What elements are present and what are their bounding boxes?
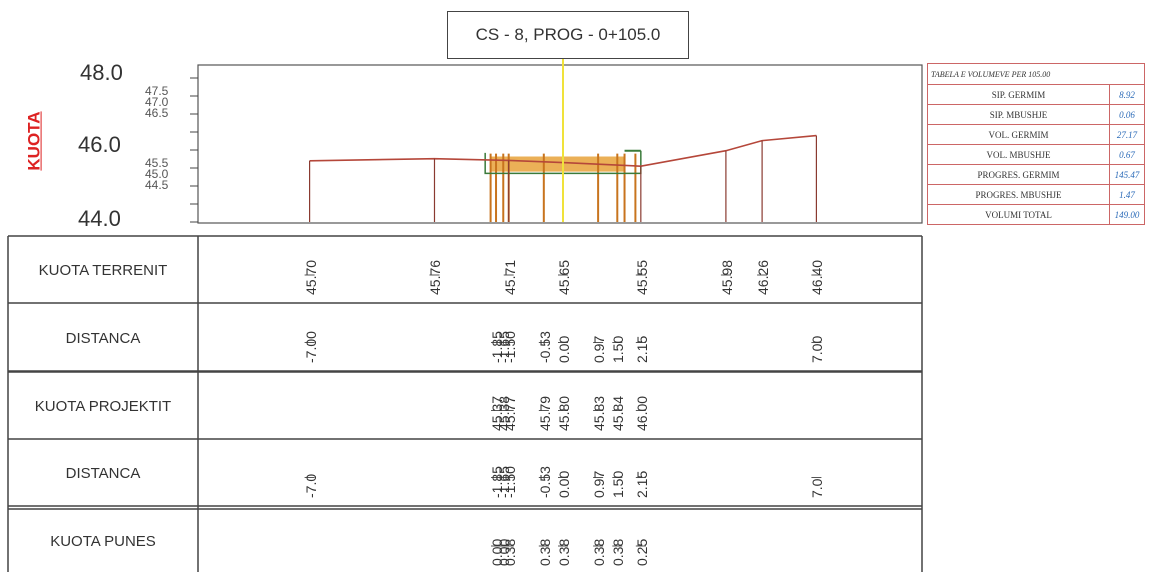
summary-value: 145.47 bbox=[1109, 164, 1145, 185]
summary-name: VOL. MBUSHJE bbox=[927, 144, 1110, 165]
elevation-tick-44-5: 44.5 bbox=[145, 178, 169, 192]
station-value-text: 0.00 bbox=[556, 470, 572, 498]
kuota-text: KUOTA bbox=[25, 111, 44, 171]
station-value-text: 0.38 bbox=[501, 538, 518, 566]
elevation-tick-46: 46.0 bbox=[78, 132, 121, 157]
station-value-text: 45.83 bbox=[591, 395, 608, 431]
summary-name: PROGRES. MBUSHJE bbox=[927, 184, 1110, 205]
section-title: CS - 8, PROG - 0+105.0 bbox=[447, 11, 689, 59]
row-label-kuota-projektit: KUOTA PROJEKTIT bbox=[34, 397, 172, 415]
summary-row: PROGRES. MBUSHJE 1.47 bbox=[927, 184, 1145, 205]
station-value-text: 46.26 bbox=[755, 259, 772, 295]
elevation-tick-48: 48.0 bbox=[80, 60, 123, 85]
elevation-tick-45-0: 45.0 bbox=[145, 167, 169, 181]
row-label-distanca: DISTANCA bbox=[65, 329, 141, 347]
table-frame bbox=[7, 64, 923, 572]
elevation-tick-45-5: 45.5 bbox=[145, 156, 169, 170]
station-value-text: 0.97 bbox=[591, 470, 608, 498]
station-value-text: 45.77 bbox=[501, 395, 518, 431]
summary-row: VOL. MBUSHJE 0.67 bbox=[927, 144, 1145, 165]
summary-name: SIP. GERMIM bbox=[927, 84, 1110, 105]
station-value-text: 1.50 bbox=[610, 470, 627, 498]
summary-header: TABELA E VOLUMEVE PER 105.00 bbox=[927, 63, 1145, 85]
station-ticks bbox=[304, 274, 822, 547]
station-value-text: 45.71 bbox=[501, 259, 518, 295]
row-label-distanca-2: DISTANCA bbox=[65, 464, 141, 482]
summary-value: 0.06 bbox=[1109, 104, 1145, 125]
station-value-text: 0.38 bbox=[536, 538, 553, 566]
row-label-kuota-terrenit: KUOTA TERRENIT bbox=[38, 261, 168, 279]
station-value-text: 45.55 bbox=[633, 259, 650, 295]
row-label-kuota-punes: KUOTA PUNES bbox=[50, 532, 156, 550]
plot-border bbox=[197, 64, 923, 224]
elevation-tick-46-5: 46.5 bbox=[145, 106, 169, 120]
volume-summary-table: TABELA E VOLUMEVE PER 105.00 SIP. GERMIM… bbox=[927, 63, 1145, 225]
station-value-text: 2.15 bbox=[633, 335, 650, 363]
station-value-text: 0.38 bbox=[591, 538, 608, 566]
station-value-text: -1.50 bbox=[501, 331, 518, 363]
summary-name: SIP. MBUSHJE bbox=[927, 104, 1110, 125]
station-value-text: -0.53 bbox=[536, 331, 553, 363]
station-value-text: 7.00 bbox=[809, 335, 826, 363]
station-value-text: 0.38 bbox=[556, 538, 572, 566]
elevation-tick-47-0: 47.0 bbox=[145, 95, 169, 109]
station-value-text: 0.97 bbox=[591, 335, 608, 363]
summary-name: VOLUMI TOTAL bbox=[927, 204, 1110, 225]
station-value-text: -1.50 bbox=[501, 466, 518, 498]
station-value-text: -0.53 bbox=[536, 466, 553, 498]
station-value-text: 45.80 bbox=[556, 395, 572, 431]
station-value-text: 46.40 bbox=[809, 259, 826, 295]
summary-row: VOLUMI TOTAL 149.00 bbox=[927, 204, 1145, 225]
profile-plot bbox=[309, 57, 818, 222]
station-value-text: 0.25 bbox=[633, 538, 650, 566]
station-value-text: -7.00 bbox=[302, 331, 319, 363]
station-value-text: 45.70 bbox=[302, 259, 319, 295]
summary-value: 27.17 bbox=[1109, 124, 1145, 145]
station-value-text: 45.79 bbox=[536, 395, 553, 431]
elevation-tick-47-5: 47.5 bbox=[145, 84, 169, 98]
station-value-text: 0.00 bbox=[556, 335, 572, 363]
station-value-text: 1.50 bbox=[610, 335, 627, 363]
summary-row: PROGRES. GERMIM 145.47 bbox=[927, 164, 1145, 185]
summary-value: 0.67 bbox=[1109, 144, 1145, 165]
summary-name: VOL. GERMIM bbox=[927, 124, 1110, 145]
ground-line bbox=[309, 134, 817, 168]
station-value-text: 7.0 bbox=[809, 478, 826, 498]
station-value-text: 46.00 bbox=[633, 395, 650, 431]
station-value-text: 2.15 bbox=[633, 470, 650, 498]
station-value-text: -7.0 bbox=[302, 473, 319, 498]
summary-row: SIP. MBUSHJE 0.06 bbox=[927, 104, 1145, 125]
elevation-tick-44: 44.0 bbox=[78, 206, 121, 231]
station-value-text: 45.76 bbox=[427, 259, 444, 295]
summary-value: 8.92 bbox=[1109, 84, 1145, 105]
elevation-axis-label: KUOTA bbox=[20, 100, 50, 182]
summary-name: PROGRES. GERMIM bbox=[927, 164, 1110, 185]
summary-row: SIP. GERMIM 8.92 bbox=[927, 84, 1145, 105]
station-value-text: 45.98 bbox=[718, 259, 735, 295]
station-value-text: 0.38 bbox=[610, 538, 627, 566]
station-value-text: 45.84 bbox=[610, 395, 627, 431]
summary-value: 149.00 bbox=[1109, 204, 1145, 225]
station-value-text: 45.65 bbox=[556, 259, 572, 295]
summary-row: VOL. GERMIM 27.17 bbox=[927, 124, 1145, 145]
summary-value: 1.47 bbox=[1109, 184, 1145, 205]
